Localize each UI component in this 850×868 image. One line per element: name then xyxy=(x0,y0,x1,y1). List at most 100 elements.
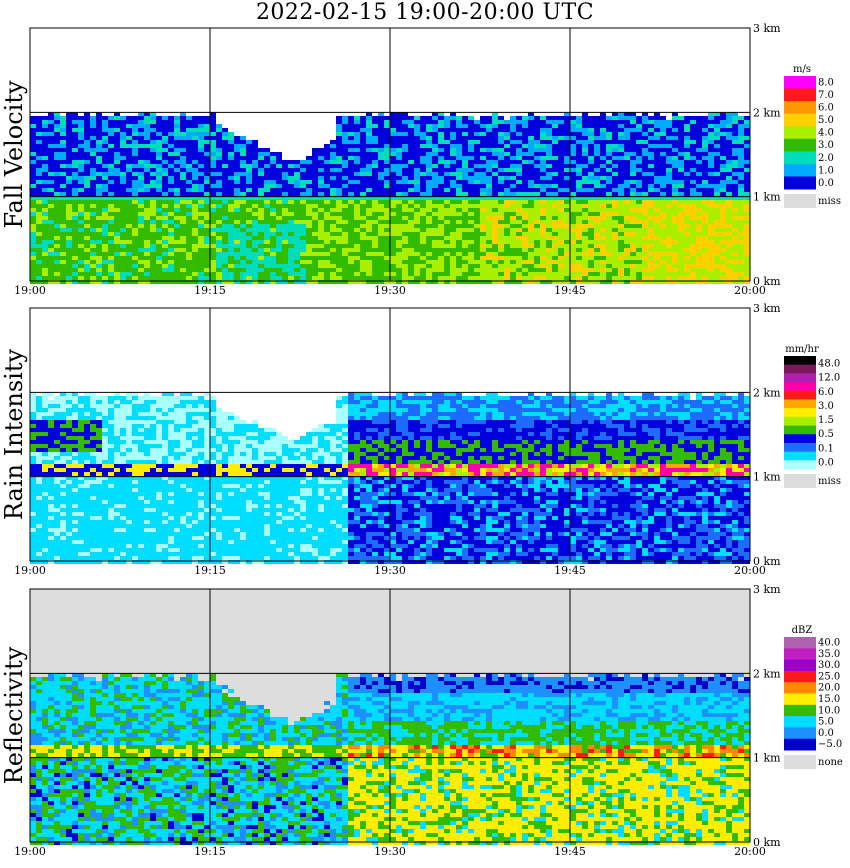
heatmap-cell xyxy=(684,132,690,136)
heatmap-cell xyxy=(564,248,570,252)
heatmap-cell xyxy=(450,120,456,124)
heatmap-cell xyxy=(60,180,66,184)
heatmap-cell xyxy=(648,240,654,244)
heatmap-cell xyxy=(738,152,744,156)
heatmap-cell xyxy=(390,228,396,232)
heatmap-cell xyxy=(264,280,270,284)
heatmap-cell xyxy=(210,196,216,200)
heatmap-cell xyxy=(264,244,270,248)
heatmap-cell xyxy=(540,140,546,144)
heatmap-cell xyxy=(462,188,468,192)
heatmap-cell xyxy=(666,248,672,252)
heatmap-cell xyxy=(192,140,198,144)
heatmap-cell xyxy=(582,204,588,208)
chart-title: 2022-02-15 19:00-20:00 UTC xyxy=(255,0,595,25)
heatmap-cell xyxy=(558,216,564,220)
heatmap-cell xyxy=(690,264,696,268)
heatmap-cell xyxy=(54,216,60,220)
heatmap-cell xyxy=(582,212,588,216)
heatmap-cell xyxy=(318,164,324,168)
heatmap-cell xyxy=(174,256,180,260)
heatmap-cell xyxy=(546,212,552,216)
heatmap-cell xyxy=(648,116,654,120)
heatmap-cell xyxy=(492,120,498,124)
heatmap-cell xyxy=(618,136,624,140)
heatmap-cell xyxy=(576,200,582,204)
heatmap-cell xyxy=(138,224,144,228)
heatmap-cell xyxy=(324,240,330,244)
heatmap-cell xyxy=(252,280,258,284)
heatmap-cell xyxy=(708,252,714,256)
heatmap-cell xyxy=(180,116,186,120)
heatmap-cell xyxy=(360,180,366,184)
heatmap-cell xyxy=(498,244,504,248)
heatmap-cell xyxy=(78,116,84,120)
heatmap-cell xyxy=(132,156,138,160)
heatmap-cell xyxy=(588,132,594,136)
heatmap-cell xyxy=(420,168,426,172)
heatmap-cell xyxy=(714,204,720,208)
heatmap-cell xyxy=(432,232,438,236)
heatmap-cell xyxy=(186,152,192,156)
heatmap-cell xyxy=(114,212,120,216)
heatmap-cell xyxy=(414,160,420,164)
heatmap-cell xyxy=(72,152,78,156)
heatmap-cell xyxy=(612,148,618,152)
heatmap-cell xyxy=(690,272,696,276)
heatmap-cell xyxy=(204,128,210,132)
heatmap-cell xyxy=(324,272,330,276)
heatmap-cell xyxy=(366,272,372,276)
heatmap-cell xyxy=(216,228,222,232)
heatmap-cell xyxy=(198,260,204,264)
heatmap-cell xyxy=(732,232,738,236)
heatmap-cell xyxy=(276,272,282,276)
heatmap-cell xyxy=(336,188,342,192)
heatmap-cell xyxy=(354,200,360,204)
heatmap-cell xyxy=(198,160,204,164)
heatmap-cell xyxy=(516,216,522,220)
heatmap-cell xyxy=(474,200,480,204)
heatmap-cell xyxy=(474,128,480,132)
heatmap-cell xyxy=(546,148,552,152)
heatmap-cell xyxy=(432,260,438,264)
heatmap-cell xyxy=(360,128,366,132)
heatmap-cell xyxy=(534,128,540,132)
heatmap-cell xyxy=(84,124,90,128)
heatmap-cell xyxy=(570,144,576,148)
heatmap-cell xyxy=(666,136,672,140)
heatmap-cell xyxy=(612,120,618,124)
heatmap-cell xyxy=(234,192,240,196)
heatmap-cell xyxy=(312,208,318,212)
heatmap-cell xyxy=(660,148,666,152)
heatmap-cell xyxy=(570,176,576,180)
heatmap-cell xyxy=(282,252,288,256)
heatmap-cell xyxy=(486,248,492,252)
heatmap-cell xyxy=(546,272,552,276)
heatmap-cell xyxy=(648,244,654,248)
heatmap-cell xyxy=(210,260,216,264)
heatmap-cell xyxy=(450,244,456,248)
heatmap-cell xyxy=(462,252,468,256)
heatmap-cell xyxy=(420,236,426,240)
heatmap-cell xyxy=(600,136,606,140)
heatmap-cell xyxy=(654,228,660,232)
heatmap-cell xyxy=(144,144,150,148)
heatmap-cell xyxy=(30,396,36,400)
heatmap-cell xyxy=(660,132,666,136)
heatmap-cell xyxy=(30,136,36,140)
heatmap-cell xyxy=(240,216,246,220)
heatmap-cell xyxy=(744,176,750,180)
heatmap-cell xyxy=(396,112,402,116)
heatmap-cell xyxy=(594,268,600,272)
heatmap-cell xyxy=(732,268,738,272)
heatmap-cell xyxy=(108,228,114,232)
heatmap-cell xyxy=(384,184,390,188)
heatmap-cell xyxy=(540,192,546,196)
heatmap-cell xyxy=(78,184,84,188)
heatmap-cell xyxy=(84,192,90,196)
heatmap-cell xyxy=(84,248,90,252)
heatmap-cell xyxy=(726,184,732,188)
heatmap-cell xyxy=(570,248,576,252)
heatmap-cell xyxy=(744,240,750,244)
heatmap-cell xyxy=(258,188,264,192)
